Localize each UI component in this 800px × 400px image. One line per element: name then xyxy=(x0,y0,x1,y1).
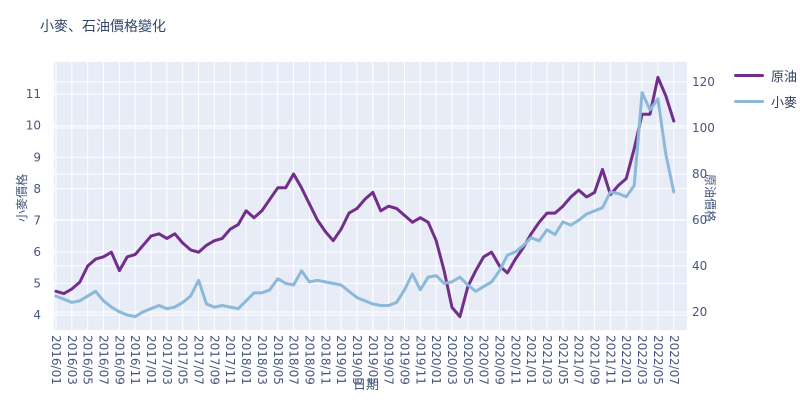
right-y-tick-label: 40 xyxy=(692,259,707,273)
x-tick-label: 2021/03 xyxy=(540,335,554,385)
legend-item-wheat[interactable]: 小麥 xyxy=(734,92,797,111)
x-tick-label: 2020/09 xyxy=(493,335,507,385)
wheat-series-line[interactable] xyxy=(54,91,676,319)
x-tick-label: 2017/05 xyxy=(176,335,190,385)
x-tick-label: 2021/09 xyxy=(588,335,602,385)
x-tick-label: 2017/07 xyxy=(192,335,206,385)
x-tick-label: 2020/07 xyxy=(477,335,491,385)
x-tick-label: 2018/01 xyxy=(239,335,253,385)
x-tick-label: 2019/09 xyxy=(397,335,411,385)
x-tick-label: 2016/11 xyxy=(128,335,142,385)
chart-title: 小麥、石油價格變化 xyxy=(40,19,166,35)
right-y-tick-label: 60 xyxy=(692,213,707,227)
x-tick-label: 2021/07 xyxy=(572,335,586,385)
legend: 原油 小麥 xyxy=(734,66,797,111)
x-tick-label: 2018/09 xyxy=(302,335,316,385)
right-y-tick-label: 20 xyxy=(692,305,707,319)
x-tick-label: 2019/03 xyxy=(350,335,364,385)
x-tick-label: 2018/07 xyxy=(287,335,301,385)
x-tick-label: 2020/11 xyxy=(508,335,522,385)
x-tick-label: 2016/09 xyxy=(112,335,126,385)
x-tick-label: 2016/07 xyxy=(97,335,111,385)
left-y-tick-label: 8 xyxy=(33,182,41,196)
left-y-tick-label: 11 xyxy=(26,87,41,101)
x-tick-label: 2016/03 xyxy=(65,335,79,385)
x-tick-label: 2021/01 xyxy=(524,335,538,385)
left-y-tick-label: 7 xyxy=(33,213,41,227)
x-tick-label: 2022/03 xyxy=(635,335,649,385)
x-tick-label: 2022/01 xyxy=(619,335,633,385)
right-y-tick-label: 120 xyxy=(692,75,715,89)
right-y-tick-label: 80 xyxy=(692,167,707,181)
left-y-tick-label: 5 xyxy=(33,276,41,290)
wheat-line-swatch xyxy=(734,100,764,103)
x-tick-label: 2016/05 xyxy=(81,335,95,385)
x-tick-label: 2018/11 xyxy=(318,335,332,385)
x-tick-label: 2020/01 xyxy=(429,335,443,385)
left-y-axis-title: 小麥價格 xyxy=(14,174,29,222)
x-tick-label: 2022/05 xyxy=(651,335,665,385)
x-tick-label: 2018/03 xyxy=(255,335,269,385)
left-y-tick-label: 9 xyxy=(33,150,41,164)
x-tick-label: 2017/01 xyxy=(144,335,158,385)
x-tick-label: 2021/05 xyxy=(556,335,570,385)
right-y-axis-title: 原油價格 xyxy=(703,174,718,222)
x-tick-label: 2020/05 xyxy=(461,335,475,385)
x-tick-label: 2021/11 xyxy=(603,335,617,385)
left-y-tick-label: 10 xyxy=(26,119,41,133)
x-tick-label: 2017/03 xyxy=(160,335,174,385)
left-y-tick-label: 6 xyxy=(33,245,41,259)
x-tick-label: 2019/01 xyxy=(334,335,348,385)
x-axis-title: 日期 xyxy=(353,378,379,393)
legend-label-wheat: 小麥 xyxy=(771,96,798,111)
oil-line-swatch xyxy=(734,74,764,77)
x-tick-label: 2017/09 xyxy=(207,335,221,385)
oil-series-line[interactable] xyxy=(54,75,676,319)
x-tick-label: 2018/05 xyxy=(271,335,285,385)
x-tick-label: 2020/03 xyxy=(445,335,459,385)
right-y-tick-label: 100 xyxy=(692,121,715,135)
legend-label-oil: 原油 xyxy=(771,70,798,85)
x-tick-label: 2022/07 xyxy=(667,335,681,385)
legend-item-oil[interactable]: 原油 xyxy=(734,66,797,85)
left-y-tick-label: 4 xyxy=(33,308,41,322)
x-tick-label: 2017/11 xyxy=(223,335,237,385)
x-tick-label: 2019/11 xyxy=(413,335,427,385)
x-tick-label: 2019/07 xyxy=(382,335,396,385)
x-tick-label: 2019/05 xyxy=(366,335,380,385)
x-tick-label: 2016/01 xyxy=(49,335,63,385)
